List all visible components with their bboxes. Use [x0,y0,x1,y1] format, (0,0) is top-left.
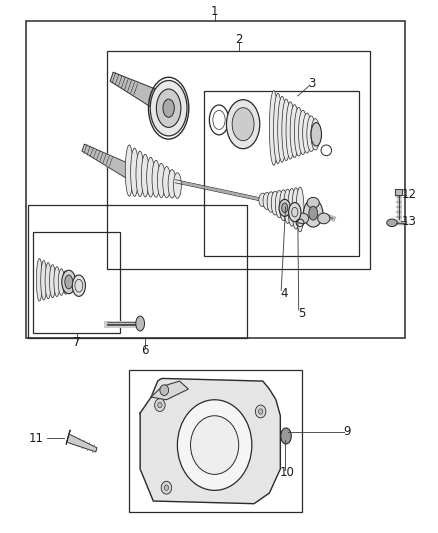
Polygon shape [395,189,402,195]
Ellipse shape [281,428,291,444]
Ellipse shape [290,104,299,158]
Ellipse shape [157,164,165,198]
Polygon shape [82,144,132,179]
Ellipse shape [278,96,286,162]
Ellipse shape [163,99,174,117]
Ellipse shape [255,405,266,418]
Ellipse shape [289,203,301,222]
Ellipse shape [65,275,73,289]
Ellipse shape [311,119,320,150]
Ellipse shape [263,192,271,209]
Ellipse shape [307,197,319,208]
Ellipse shape [147,157,155,197]
Ellipse shape [387,219,397,227]
Polygon shape [151,381,188,400]
Ellipse shape [297,213,309,224]
Ellipse shape [307,116,315,151]
Ellipse shape [156,89,181,127]
Ellipse shape [136,151,144,197]
Bar [33,232,120,333]
Ellipse shape [62,270,76,294]
Ellipse shape [303,113,311,153]
Ellipse shape [282,99,291,160]
Ellipse shape [279,190,287,221]
Ellipse shape [284,189,292,223]
Ellipse shape [150,80,187,136]
Ellipse shape [49,265,56,297]
Bar [204,91,359,256]
Ellipse shape [279,199,290,216]
Ellipse shape [155,399,165,411]
Ellipse shape [63,271,69,294]
Bar [107,51,370,269]
Ellipse shape [191,416,239,474]
Bar [28,205,247,338]
Text: 3: 3 [309,77,316,90]
Ellipse shape [41,261,47,300]
Text: 10: 10 [280,466,295,479]
Text: 9: 9 [343,425,351,438]
Ellipse shape [304,199,323,227]
Ellipse shape [318,213,330,224]
Ellipse shape [299,110,307,155]
Text: 4: 4 [280,287,288,300]
Text: 7: 7 [73,336,81,349]
Ellipse shape [152,160,160,197]
Ellipse shape [311,123,321,146]
Ellipse shape [45,263,51,299]
Text: 2: 2 [235,33,243,46]
Ellipse shape [226,100,260,149]
Text: 1: 1 [211,5,219,18]
Ellipse shape [36,259,42,301]
Ellipse shape [292,188,300,229]
Ellipse shape [258,409,263,414]
Ellipse shape [141,154,149,197]
Bar [26,21,405,338]
Ellipse shape [273,93,282,164]
Ellipse shape [309,206,318,220]
Ellipse shape [294,108,303,156]
Ellipse shape [136,316,145,331]
Text: 6: 6 [141,344,148,357]
Polygon shape [110,72,159,108]
Polygon shape [140,378,280,504]
Ellipse shape [286,102,295,159]
Text: 11: 11 [29,432,44,445]
Ellipse shape [161,481,172,494]
Ellipse shape [54,266,60,296]
Ellipse shape [282,203,288,213]
Ellipse shape [173,173,181,198]
Text: 12: 12 [402,188,417,201]
Ellipse shape [163,166,171,198]
Ellipse shape [131,148,138,196]
Ellipse shape [72,275,85,296]
Ellipse shape [269,91,278,165]
Ellipse shape [160,385,169,395]
Ellipse shape [158,402,162,408]
Text: 13: 13 [402,215,417,228]
Ellipse shape [276,190,283,218]
Text: 5: 5 [298,307,305,320]
Ellipse shape [288,189,296,226]
Ellipse shape [168,169,176,198]
Ellipse shape [296,187,304,232]
Polygon shape [66,430,70,444]
Ellipse shape [177,400,252,490]
Ellipse shape [267,192,275,212]
Polygon shape [67,434,97,452]
Bar [129,370,302,512]
Ellipse shape [164,485,169,490]
Ellipse shape [58,269,64,295]
Ellipse shape [259,193,267,207]
Ellipse shape [271,191,279,215]
Ellipse shape [125,145,133,196]
Ellipse shape [232,108,254,141]
